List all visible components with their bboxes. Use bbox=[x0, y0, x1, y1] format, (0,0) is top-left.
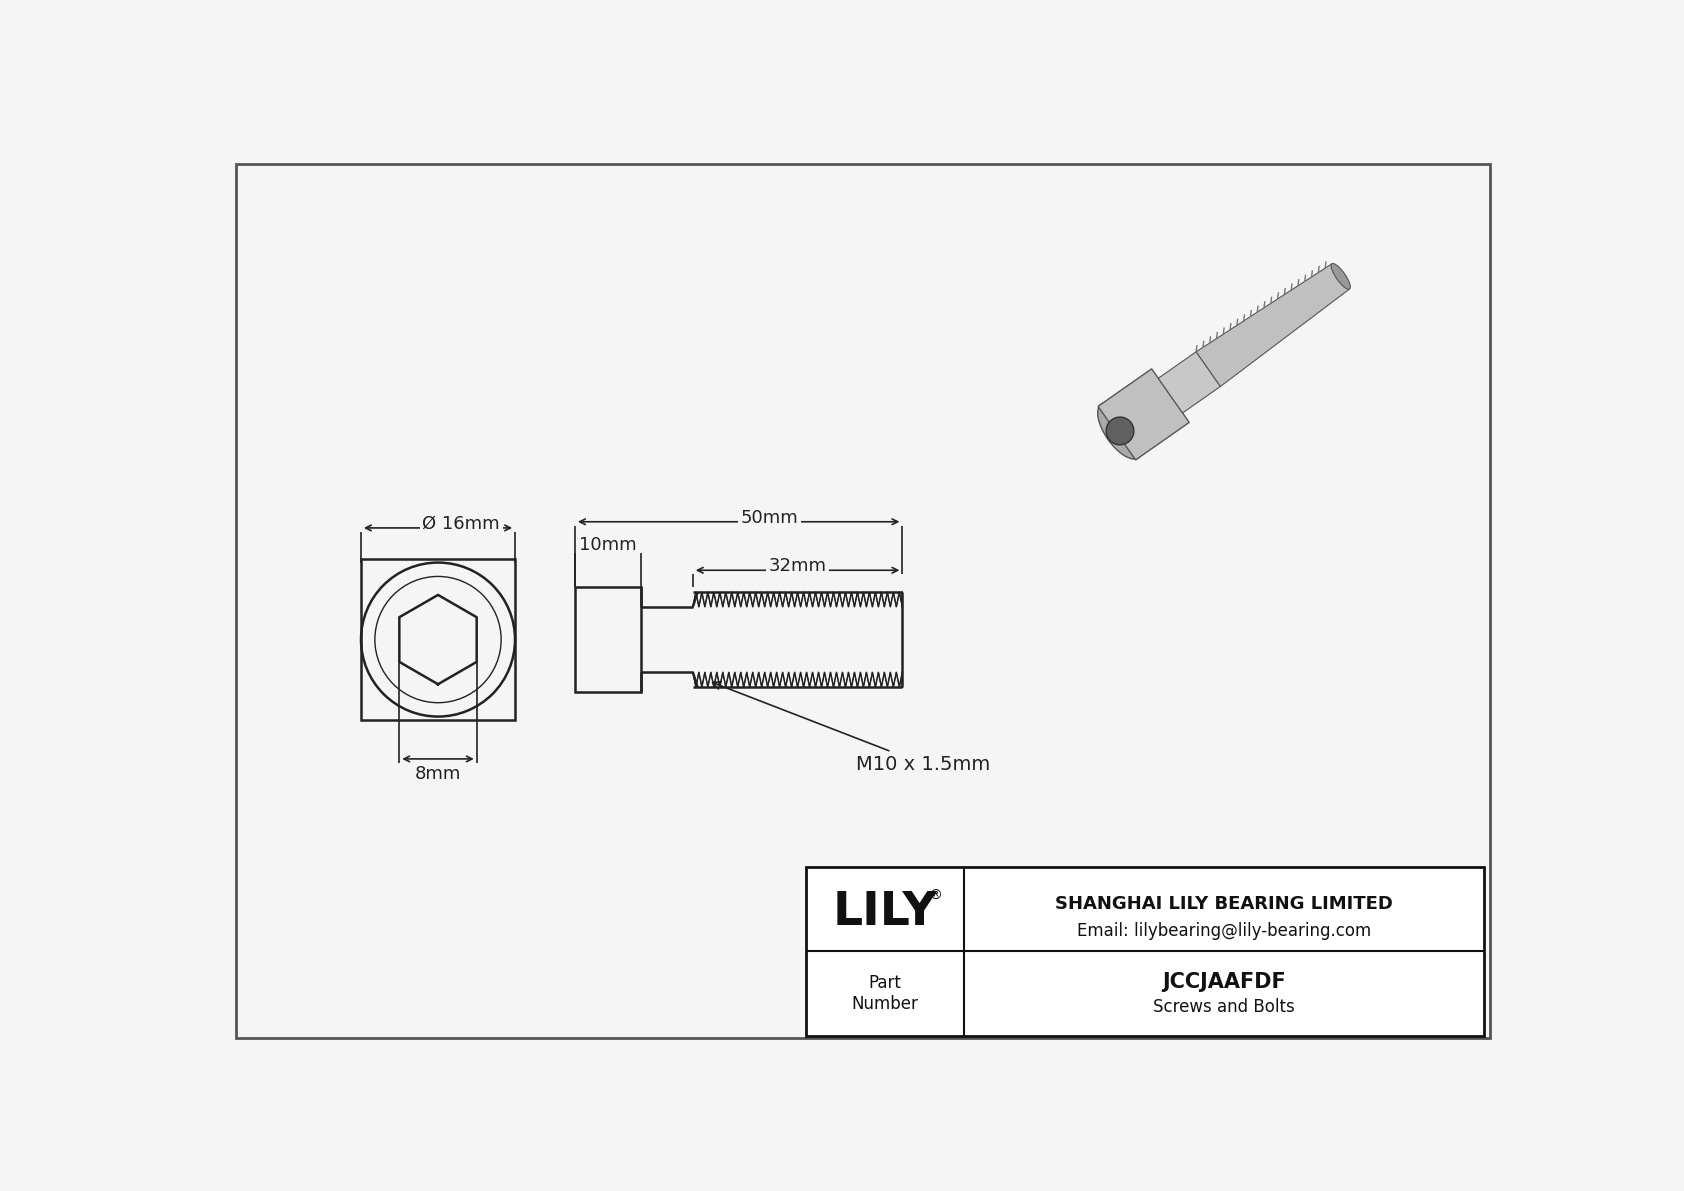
Bar bbox=[574, 587, 640, 692]
Text: LILY: LILY bbox=[832, 890, 936, 935]
Ellipse shape bbox=[1330, 263, 1351, 289]
Text: Part
Number: Part Number bbox=[850, 974, 918, 1014]
Text: Ø 16mm: Ø 16mm bbox=[423, 515, 500, 534]
Text: 8mm: 8mm bbox=[414, 766, 461, 784]
Text: SHANGHAI LILY BEARING LIMITED: SHANGHAI LILY BEARING LIMITED bbox=[1054, 894, 1393, 913]
Text: Email: lilybearing@lily-bearing.com: Email: lilybearing@lily-bearing.com bbox=[1076, 922, 1371, 940]
Circle shape bbox=[1106, 417, 1133, 444]
Text: 10mm: 10mm bbox=[579, 536, 637, 554]
Polygon shape bbox=[1196, 263, 1349, 386]
Text: 32mm: 32mm bbox=[768, 557, 827, 575]
Text: M10 x 1.5mm: M10 x 1.5mm bbox=[712, 681, 990, 773]
Polygon shape bbox=[1159, 351, 1221, 413]
Ellipse shape bbox=[1098, 403, 1142, 459]
Bar bbox=[807, 867, 1484, 1036]
Text: JCCJAAFDF: JCCJAAFDF bbox=[1162, 972, 1285, 992]
Polygon shape bbox=[1098, 369, 1189, 460]
Text: Screws and Bolts: Screws and Bolts bbox=[1154, 998, 1295, 1016]
Text: 50mm: 50mm bbox=[741, 509, 798, 526]
Bar bbox=[360, 559, 515, 721]
Text: ®: ® bbox=[928, 888, 943, 903]
